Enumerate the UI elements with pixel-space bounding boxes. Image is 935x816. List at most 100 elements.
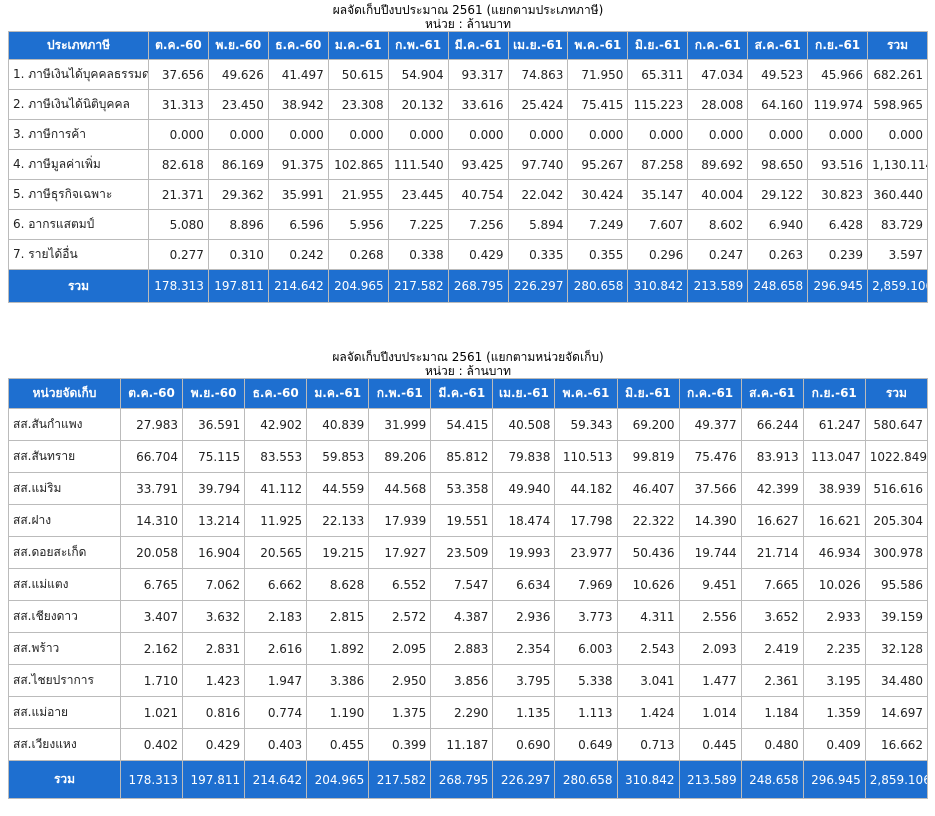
value-cell: 19.744 (678, 536, 742, 569)
header-cell: ม.ค.-61 (306, 378, 370, 409)
value-cell: 1.190 (306, 696, 370, 729)
value-cell: 23.509 (430, 536, 494, 569)
value-cell: 197.811 (182, 760, 246, 799)
header-cell: พ.ค.-61 (567, 31, 629, 60)
value-cell: 2.235 (802, 632, 866, 665)
value-cell: 93.425 (447, 149, 509, 180)
value-cell: 8.602 (687, 209, 749, 240)
header-cell: มี.ค.-61 (447, 31, 509, 60)
value-cell: 75.476 (678, 440, 742, 473)
value-cell: 0.000 (207, 119, 269, 150)
value-cell: 0.402 (119, 728, 184, 761)
value-cell: 16.904 (182, 536, 246, 569)
value-cell: 2.543 (616, 632, 680, 665)
value-cell: 4.387 (430, 600, 494, 633)
data-row: สส.พร้าว 2.162 2.831 2.616 1.892 2.095 2.883 2.… (8, 632, 929, 665)
value-cell: 0.409 (802, 728, 866, 761)
value-cell: 30.823 (807, 179, 869, 210)
value-cell: 0.310 (207, 239, 269, 270)
row-label: 3. ภาษีการค้า (8, 119, 149, 150)
value-cell: 7.256 (447, 209, 509, 240)
value-cell: 3.856 (430, 664, 494, 697)
value-cell: 0.429 (182, 728, 246, 761)
value-cell: 2.936 (492, 600, 556, 633)
value-cell: 296.945 (807, 269, 869, 303)
value-cell: 17.927 (368, 536, 432, 569)
row-label: สส.ฝาง (8, 504, 121, 537)
value-cell: 3.795 (492, 664, 556, 697)
value-cell: 19.215 (306, 536, 370, 569)
value-cell: 1,130.114 (867, 149, 928, 180)
value-cell: 42.902 (244, 408, 308, 441)
value-cell: 3.407 (119, 600, 184, 633)
value-cell: 45.966 (807, 59, 869, 90)
value-cell: 20.058 (119, 536, 184, 569)
header-cell: มิ.ย.-61 (616, 378, 680, 409)
value-cell: 23.308 (327, 89, 389, 120)
value-cell: 0.247 (687, 239, 749, 270)
value-cell: 213.589 (678, 760, 742, 799)
data-row: 6. อากรแสตมป์ 5.080 8.896 6.596 5.956 7.225 7.… (8, 209, 928, 240)
value-cell: 119.974 (807, 89, 869, 120)
value-cell: 2.354 (492, 632, 556, 665)
value-cell: 1.113 (554, 696, 618, 729)
value-cell: 2.616 (244, 632, 308, 665)
value-cell: 74.863 (507, 59, 569, 90)
value-cell: 310.842 (627, 269, 689, 303)
value-cell: 75.415 (567, 89, 629, 120)
value-cell: 226.297 (492, 760, 556, 799)
value-cell: 1.424 (616, 696, 680, 729)
value-cell: 20.565 (244, 536, 308, 569)
value-cell: 2.361 (740, 664, 804, 697)
value-cell: 8.896 (207, 209, 269, 240)
value-cell: 91.375 (267, 149, 329, 180)
value-cell: 19.993 (492, 536, 556, 569)
row-label: สส.สันกำแพง (8, 408, 121, 441)
value-cell: 5.894 (507, 209, 569, 240)
value-cell: 0.429 (447, 239, 509, 270)
value-cell: 95.586 (864, 568, 929, 601)
value-cell: 3.632 (182, 600, 246, 633)
value-cell: 268.795 (430, 760, 494, 799)
value-cell: 248.658 (747, 269, 809, 303)
row-label: 1. ภาษีเงินได้บุคคลธรรมดา (8, 59, 149, 90)
value-cell: 10.026 (802, 568, 866, 601)
value-cell: 9.451 (678, 568, 742, 601)
value-cell: 97.740 (507, 149, 569, 180)
data-row: 5. ภาษีธุรกิจเฉพาะ 21.371 29.362 35.991 21.9… (8, 179, 928, 210)
data-row: สส.แม่อาย 1.021 0.816 0.774 1.190 1.375 2.290 1… (8, 696, 929, 729)
value-cell: 115.223 (627, 89, 689, 120)
value-cell: 580.647 (864, 408, 929, 441)
value-cell: 53.358 (430, 472, 494, 505)
value-cell: 1.359 (802, 696, 866, 729)
value-cell: 23.977 (554, 536, 618, 569)
value-cell: 8.628 (306, 568, 370, 601)
value-cell: 0.445 (678, 728, 742, 761)
value-cell: 38.942 (267, 89, 329, 120)
value-cell: 65.311 (627, 59, 689, 90)
value-cell: 1.710 (119, 664, 184, 697)
value-cell: 83.729 (867, 209, 928, 240)
table-unit: หน่วย : ล้านบาท (424, 364, 512, 378)
value-cell: 10.626 (616, 568, 680, 601)
value-cell: 21.714 (740, 536, 804, 569)
value-cell: 3.195 (802, 664, 866, 697)
header-cell: ประเภทภาษี (8, 31, 149, 60)
value-cell: 226.297 (507, 269, 569, 303)
value-cell: 40.754 (447, 179, 509, 210)
value-cell: 83.553 (244, 440, 308, 473)
value-cell: 31.313 (148, 89, 209, 120)
value-cell: 16.662 (864, 728, 929, 761)
value-cell: 22.042 (507, 179, 569, 210)
row-label: 6. อากรแสตมป์ (8, 209, 149, 240)
value-cell: 2.556 (678, 600, 742, 633)
row-label: สส.พร้าว (8, 632, 121, 665)
value-cell: 178.313 (148, 269, 209, 303)
header-cell: ก.ย.-61 (807, 31, 869, 60)
value-cell: 86.169 (207, 149, 269, 180)
data-row: 2. ภาษีเงินได้นิติบุคคล 31.313 23.450 38.94… (8, 89, 928, 120)
value-cell: 35.147 (627, 179, 689, 210)
header-cell: มี.ค.-61 (430, 378, 494, 409)
value-cell: 5.956 (327, 209, 389, 240)
